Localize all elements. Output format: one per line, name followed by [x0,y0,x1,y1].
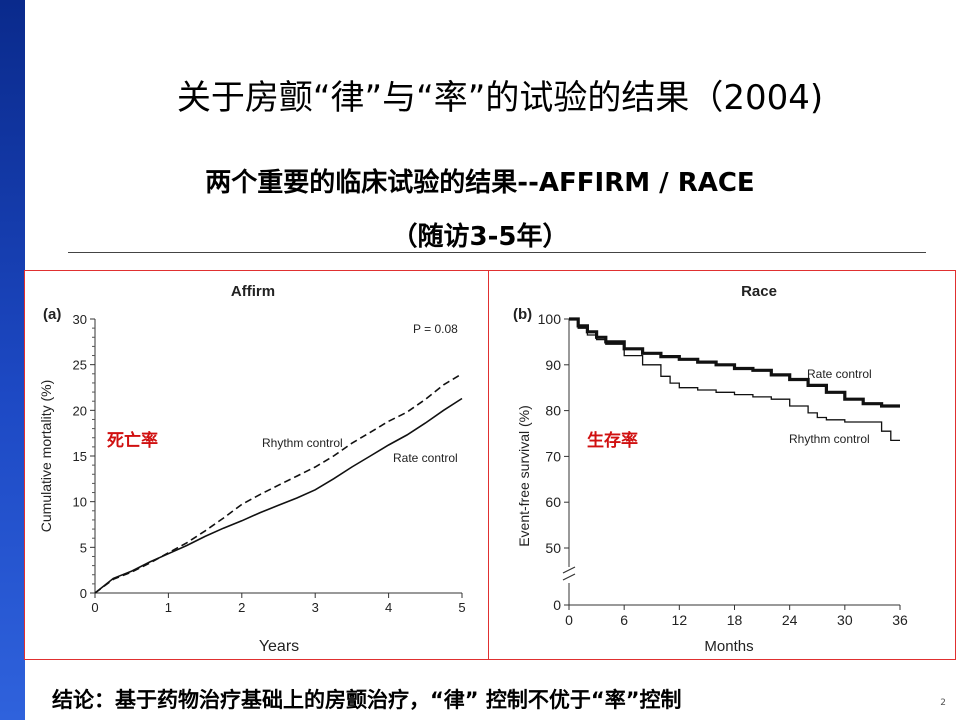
series-label-rhythm-control: Rhythm control [789,432,870,446]
x-tick-label: 3 [312,600,319,615]
series-label-rate-control: Rate control [393,451,458,465]
chart-title: Affirm [231,283,275,300]
axis-break-mark [562,566,576,574]
race-chart-panel: (b) Race Months Event-free survival (%) … [488,270,956,660]
survival-label: 生存率 [587,431,638,451]
x-tick-label: 36 [892,612,908,628]
y-tick-label: 0 [80,586,87,601]
series-line-rate-control [569,317,900,408]
panel-label: (a) [43,306,61,323]
left-accent-bar [0,0,25,720]
series-line-rhythm-control [94,373,463,594]
affirm-chart-panel: (a) Affirm P = 0.08 Years Cumulative mor… [24,270,489,660]
slide-title: 关于房颤“律”与“率”的试验的结果（2004) [176,78,824,118]
conclusion-text: 结论：基于药物治疗基础上的房颤治疗，“律” 控制不优于“率”控制 [52,688,682,712]
page-number: 2 [940,698,946,708]
y-tick-label: 5 [80,540,87,555]
series-line-rate-control [94,397,463,594]
y-tick-label: 100 [538,311,562,327]
follow-up-note: （随访3-5年） [391,222,569,252]
y-axis-label: Cumulative mortality (%) [38,380,54,532]
y-tick-label: 50 [545,540,561,556]
x-tick-label: 1 [165,600,172,615]
x-tick-label: 12 [672,612,688,628]
y-tick-label: 25 [73,358,87,373]
divider-line [68,252,926,253]
x-tick-label: 0 [91,600,98,615]
y-tick-label: 15 [73,449,87,464]
y-tick-label: 60 [545,494,561,510]
x-tick-label: 24 [782,612,798,628]
x-tick-label: 5 [458,600,465,615]
panel-label: (b) [513,306,532,323]
p-value-annotation: P = 0.08 [413,322,458,336]
mortality-label: 死亡率 [107,431,158,451]
series-line-rhythm-control [569,318,900,442]
y-tick-label: 20 [73,403,87,418]
y-tick-label: 80 [545,403,561,419]
y-tick-label: 90 [545,357,561,373]
x-axis-label: Months [704,638,753,655]
series-label-rhythm-control: Rhythm control [262,436,343,450]
race-chart: (b) Race Months Event-free survival (%) … [513,283,908,655]
series-label-rate-control: Rate control [807,367,872,381]
x-axis-label: Years [259,638,299,655]
slide-subtitle: 两个重要的临床试验的结果--AFFIRM / RACE [205,168,755,198]
affirm-chart: (a) Affirm P = 0.08 Years Cumulative mor… [38,283,466,655]
axis-break-mark [562,573,576,581]
x-tick-label: 0 [565,612,573,628]
y-axis-label: Event-free survival (%) [516,405,532,547]
x-tick-label: 4 [385,600,392,615]
x-tick-label: 30 [837,612,853,628]
y-tick-label: 10 [73,495,87,510]
x-tick-label: 2 [238,600,245,615]
chart-title: Race [741,283,777,300]
y-tick-label: 0 [553,597,561,613]
y-tick-label: 30 [73,312,87,327]
x-tick-label: 18 [727,612,743,628]
x-tick-label: 6 [620,612,628,628]
y-tick-label: 70 [545,448,561,464]
